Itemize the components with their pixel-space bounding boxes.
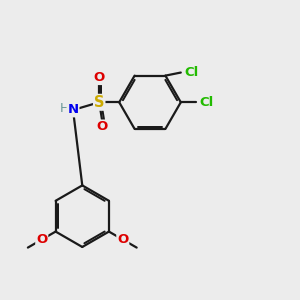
Text: N: N xyxy=(68,103,79,116)
Text: H: H xyxy=(60,102,69,115)
Text: O: O xyxy=(36,233,47,246)
Text: O: O xyxy=(94,71,105,84)
Text: Cl: Cl xyxy=(184,66,199,79)
Text: O: O xyxy=(117,233,128,246)
Text: O: O xyxy=(97,120,108,134)
Text: Cl: Cl xyxy=(200,96,214,109)
Text: S: S xyxy=(94,95,104,110)
